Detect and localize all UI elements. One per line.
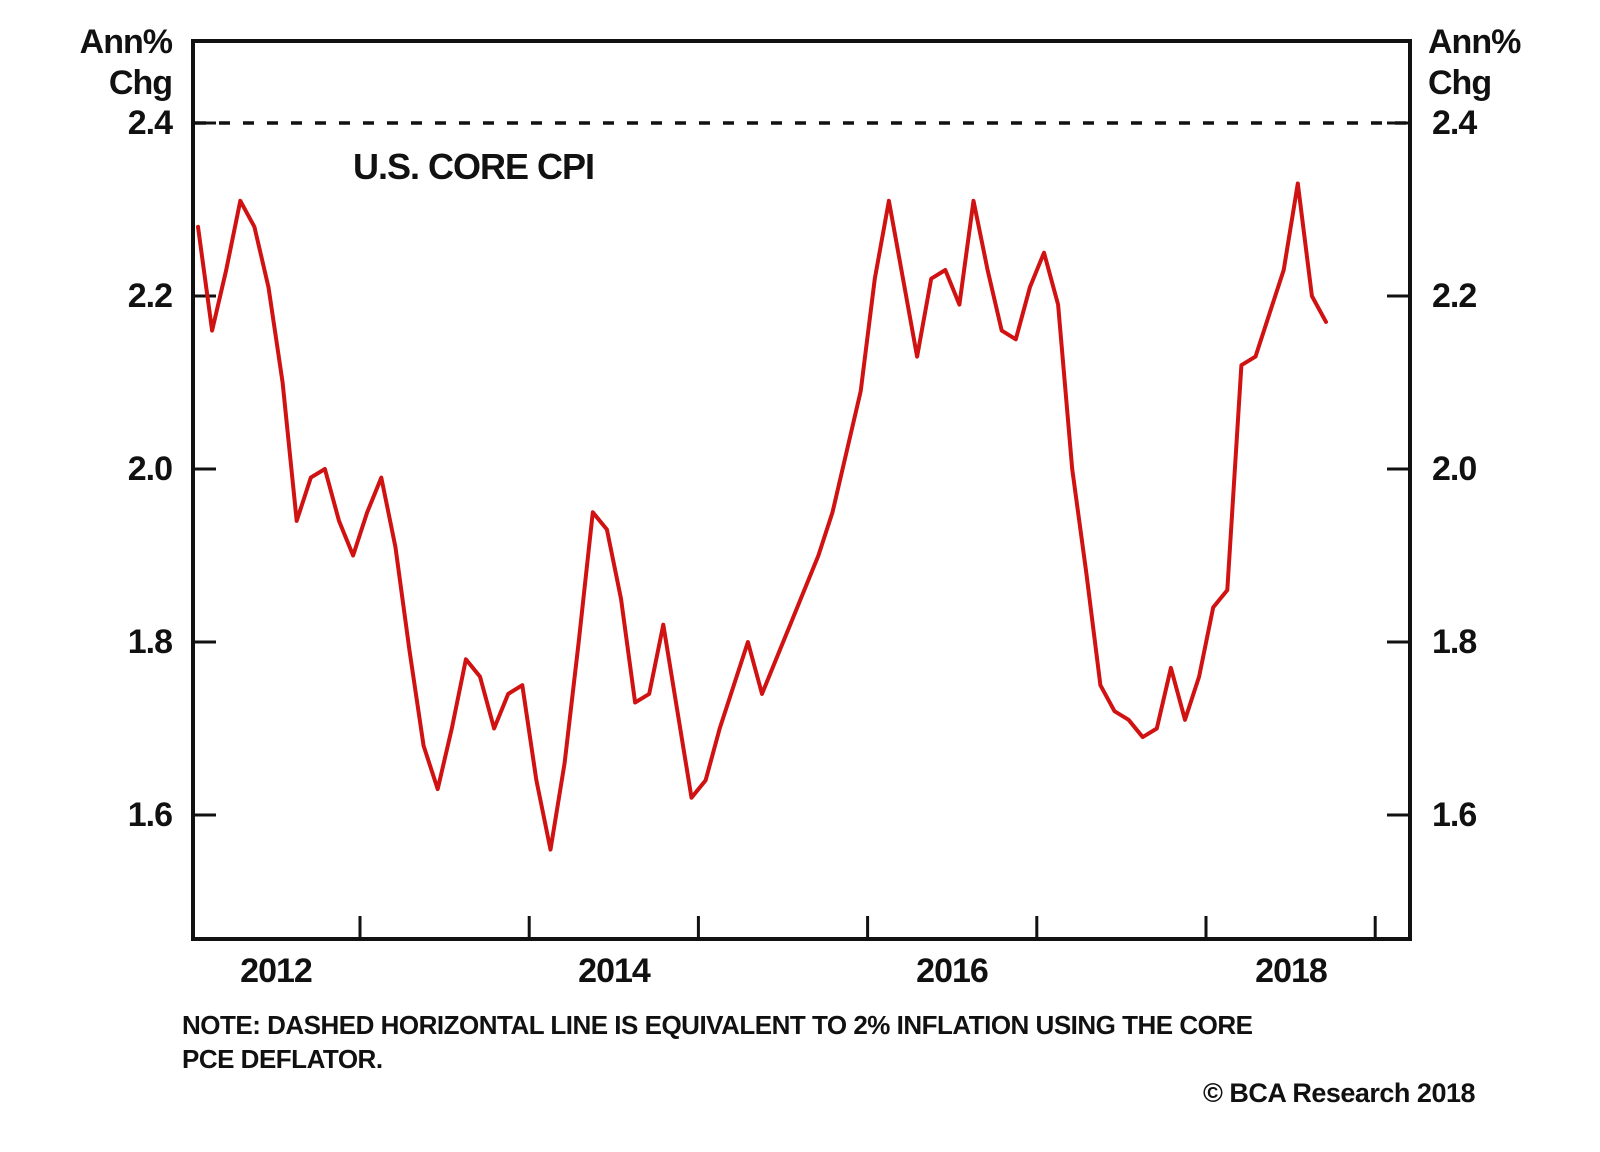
y-tick-right-1_8: 1.8 — [1432, 623, 1477, 661]
y-tick-left-1_6: 1.6 — [127, 796, 173, 834]
y-tick-left-2_0: 2.0 — [127, 450, 173, 488]
y-axis-unit-left-line2: Chg — [108, 64, 173, 102]
y-axis-unit-right: Ann% Chg — [1428, 22, 1521, 104]
x-tick-2014: 2014 — [578, 952, 651, 990]
chart-title: U.S. CORE CPI — [353, 146, 595, 187]
y-tick-right-1_6: 1.6 — [1432, 796, 1477, 834]
y-axis-unit-right-line2: Chg — [1428, 64, 1492, 102]
x-tick-2018: 2018 — [1255, 952, 1328, 990]
y-tick-right-2_0: 2.0 — [1432, 450, 1477, 488]
plot-border — [191, 39, 1412, 941]
y-axis-unit-right-line1: Ann% — [1428, 23, 1521, 61]
y-axis-unit-left-line1: Ann% — [79, 23, 173, 61]
axis-ticks — [193, 121, 1410, 939]
x-tick-2012: 2012 — [240, 952, 313, 990]
core-cpi-series-line — [196, 181, 1328, 852]
x-tick-2016: 2016 — [916, 952, 989, 990]
y-axis-unit-left: Ann% Chg — [0, 22, 173, 104]
y-tick-left-2_4: 2.4 — [127, 104, 173, 142]
y-tick-left-2_2: 2.2 — [127, 277, 173, 315]
y-tick-right-2_2: 2.2 — [1432, 277, 1477, 315]
y-tick-right-2_4: 2.4 — [1432, 104, 1477, 142]
copyright: © BCA Research 2018 — [1202, 1078, 1476, 1108]
footnote-line1: NOTE: DASHED HORIZONTAL LINE IS EQUIVALE… — [182, 1010, 1253, 1040]
footnote-line2: PCE DEFLATOR. — [182, 1044, 383, 1074]
y-tick-left-1_8: 1.8 — [127, 623, 173, 661]
footnote: NOTE: DASHED HORIZONTAL LINE IS EQUIVALE… — [182, 1008, 1253, 1076]
